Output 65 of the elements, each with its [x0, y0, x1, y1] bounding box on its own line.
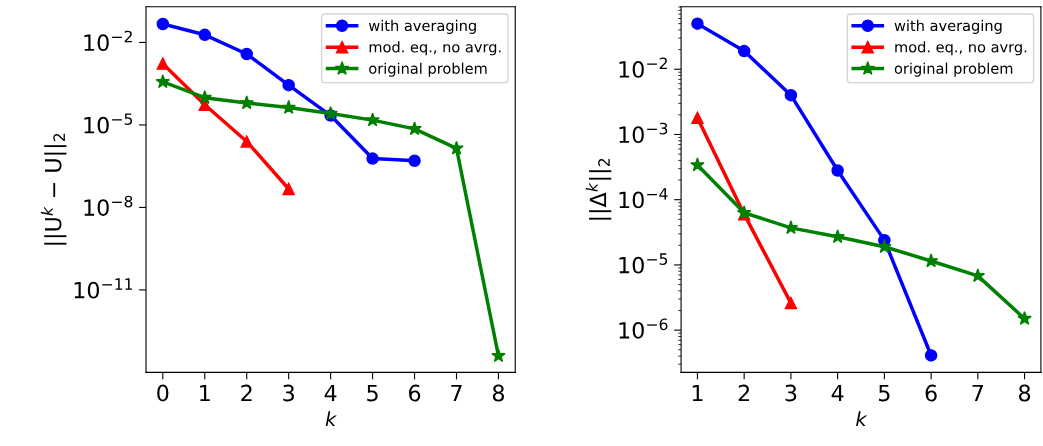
point: [282, 78, 295, 92]
x-tick-label: 3: [785, 384, 797, 402]
x-tick-label: 7: [972, 384, 983, 402]
point: [407, 121, 422, 136]
y-tick-label: 10$^{−11}$: [74, 278, 133, 299]
point: [691, 111, 704, 125]
legend-label: with averaging: [368, 19, 476, 34]
legend-label: mod. eq., no avrg.: [369, 41, 501, 56]
point: [240, 135, 253, 148]
y-tick-label: 10$^{−3}$: [619, 122, 668, 144]
point: [365, 112, 380, 127]
point: [784, 88, 798, 102]
point: [198, 28, 212, 42]
point: [783, 220, 799, 235]
point: [1017, 311, 1032, 325]
point: [491, 348, 506, 363]
point: [924, 349, 938, 362]
y-tick-label: 10$^{−2}$: [84, 30, 132, 52]
point: [156, 57, 170, 70]
point: [240, 47, 253, 61]
point: [282, 182, 295, 196]
point: [155, 74, 171, 89]
point: [877, 239, 892, 254]
legend-label: mod. eq., no avrg.: [895, 41, 1027, 56]
point: [239, 95, 255, 110]
y-tick-label: 10$^{−8}$: [84, 195, 133, 217]
x-tick-label: 6: [925, 384, 937, 402]
y-axis-title: ||U$^{k}$ − U||$_{2}$: [40, 133, 67, 245]
x-tick-label: 5: [879, 384, 890, 402]
point: [197, 90, 213, 105]
y-tick-label: 10$^{−4}$: [619, 188, 668, 209]
x-tick-label: 1: [692, 384, 703, 402]
x-tick-label: 4: [324, 384, 337, 402]
point: [690, 157, 705, 172]
x-tick-label: 8: [492, 384, 505, 402]
x-axis-title: k: [856, 411, 868, 427]
x-tick-label: 4: [831, 384, 844, 402]
legend-label: with averaging: [894, 19, 1002, 34]
y-tick-label: 10$^{−6}$: [619, 318, 668, 339]
point: [156, 17, 170, 31]
x-tick-label: 6: [409, 384, 421, 402]
legend-label: original problem: [894, 62, 1013, 77]
y-axis-title: ||Δ$^{k}$||$_{2}$: [585, 158, 612, 220]
y-tick-label: 10$^{−5}$: [84, 113, 133, 134]
point: [323, 105, 338, 120]
y-tick-label: 10$^{−2}$: [619, 57, 667, 78]
point: [831, 164, 844, 177]
point: [691, 17, 704, 30]
y-tick-label: 10$^{−5}$: [619, 253, 668, 274]
point: [784, 296, 798, 310]
point: [408, 154, 421, 167]
x-tick-label: 1: [200, 384, 210, 402]
point: [737, 44, 751, 58]
x-tick-label: 3: [283, 384, 294, 402]
point: [449, 140, 464, 155]
x-tick-label: 2: [241, 384, 252, 402]
x-tick-label: 7: [451, 384, 462, 402]
x-tick-label: 2: [738, 384, 750, 402]
point: [281, 99, 296, 114]
x-tick-label: 0: [157, 384, 169, 402]
x-axis-title: k: [325, 411, 337, 427]
legend-label: original problem: [369, 62, 487, 77]
x-tick-label: 5: [367, 384, 378, 402]
point: [366, 152, 379, 165]
x-tick-label: 8: [1019, 384, 1031, 402]
